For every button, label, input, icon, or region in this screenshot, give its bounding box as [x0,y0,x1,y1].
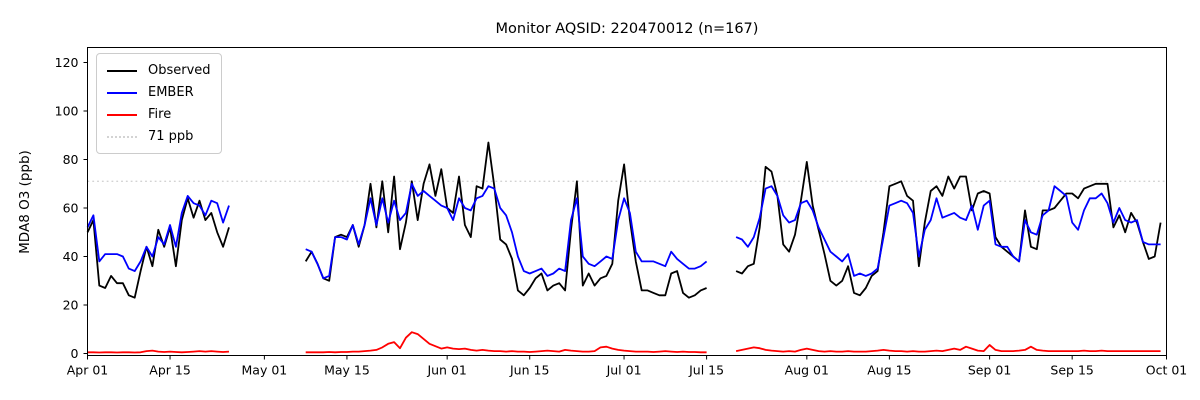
x-tick-label: Jul 15 [688,363,724,378]
legend: Observed EMBER Fire 71 ppb [96,53,222,154]
observed-line [304,141,707,299]
x-tick-label: Jun 15 [509,363,549,378]
x-tick-label: Aug 01 [785,363,829,378]
legend-line-sample-fire [107,113,137,116]
fire-line [305,331,707,354]
x-tick-label: Jun 01 [426,363,466,378]
legend-item-observed: Observed [107,61,211,80]
ember-line [305,182,708,280]
x-tick-label: May 15 [324,363,370,378]
fire-line [87,349,230,354]
x-tick-label: Sep 01 [968,363,1011,378]
series-lines-layer [86,141,1162,354]
fire-line [735,344,1161,353]
ember-line [735,185,1161,277]
x-tick-label: Apr 15 [149,363,191,378]
legend-line-sample-observed [107,69,137,72]
y-tick-label: 100 [55,103,79,118]
ember-line [86,194,230,273]
chart-title: Monitor AQSID: 220470012 (n=167) [495,21,759,37]
x-tick-label: Jul 01 [606,363,642,378]
x-tick-label: Apr 01 [67,363,109,378]
legend-line-sample-threshold [107,135,137,138]
y-tick-label: 60 [63,200,79,215]
y-tick-label: 20 [63,297,79,312]
legend-label-observed: Observed [148,63,211,78]
y-axis-label: MDA8 O3 (ppb) [17,150,33,254]
legend-item-threshold: 71 ppb [107,127,211,146]
y-tick-label: 120 [55,55,79,70]
plot-border [87,47,1167,356]
x-tick-label: May 01 [242,363,288,378]
y-tick-label: 80 [63,152,79,167]
legend-label-threshold: 71 ppb [148,129,194,144]
y-tick-label: 0 [71,346,79,361]
y-tick-label: 40 [63,249,79,264]
x-tick-label: Oct 01 [1146,363,1188,378]
x-tick-label: Aug 15 [867,363,911,378]
legend-label-fire: Fire [148,107,172,122]
legend-label-ember: EMBER [148,85,194,100]
legend-item-ember: EMBER [107,83,211,102]
legend-line-sample-ember [107,91,137,94]
observed-line [86,197,230,299]
legend-item-fire: Fire [107,105,211,124]
x-tick-label: Sep 15 [1050,363,1093,378]
observed-line [735,160,1162,297]
axis-ticks-layer: 0 20 40 60 80 100 120 Apr 01 Apr 15 May 01 May 15 J… [55,55,1188,378]
